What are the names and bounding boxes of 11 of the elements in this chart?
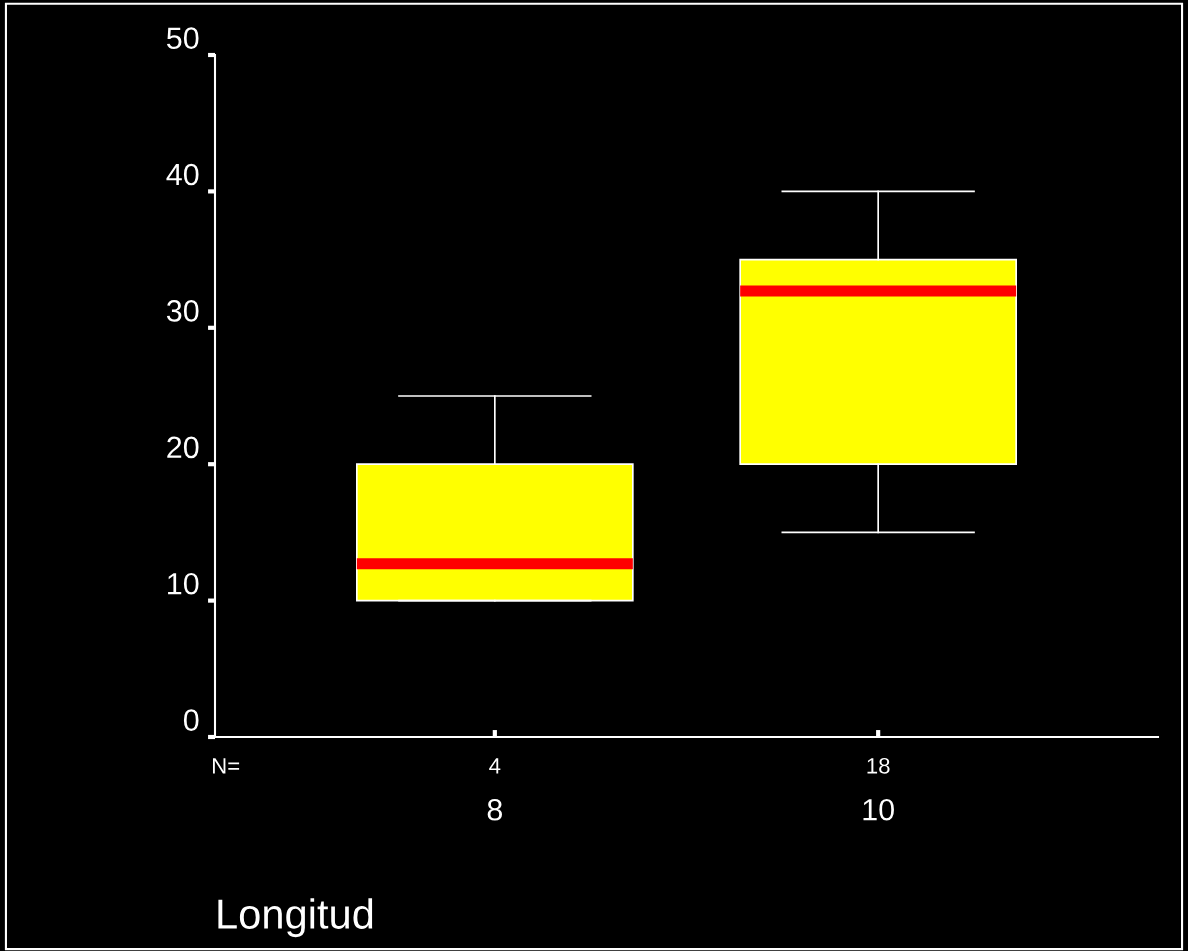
y-tick-label: 0 xyxy=(183,709,199,731)
y-tick-label: 40 xyxy=(166,163,199,186)
y-tick-label: 10 xyxy=(168,572,199,595)
y-tick-label: 50 xyxy=(166,27,199,49)
text: 18 xyxy=(867,757,890,774)
y-tick-label: 20 xyxy=(167,436,199,459)
x-tick-label: 8 xyxy=(487,798,502,821)
text: 4 xyxy=(489,758,501,774)
y-tick-label: 30 xyxy=(166,300,199,322)
text: N= xyxy=(212,758,240,774)
x-axis-title: Longitud xyxy=(218,898,373,938)
